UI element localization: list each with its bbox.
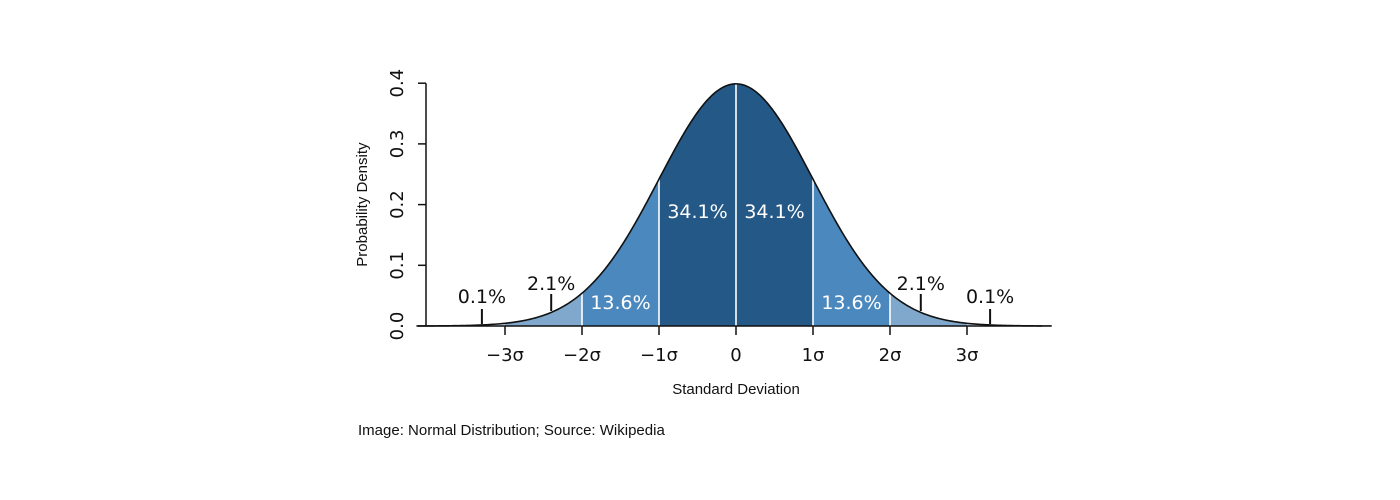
- density-curve: [416, 83, 1052, 327]
- sigma-dividers: [581, 83, 891, 326]
- x-tick-label-0: −3σ: [486, 345, 524, 366]
- y-tick-label-3: 0.3: [387, 130, 408, 159]
- x-axis-ticks: −3σ −2σ −1σ 0 1σ 2σ 3σ: [486, 326, 978, 366]
- y-axis-ticks: 0.0 0.1 0.2 0.3 0.4: [387, 69, 426, 340]
- region-label-6: 2.1%: [897, 273, 945, 295]
- y-tick-label-4: 0.4: [387, 69, 408, 98]
- region-1: [505, 293, 582, 326]
- percentage-labels: 0.1% 2.1% 13.6% 34.1% 34.1% 13.6% 2.1% 0.1%: [458, 201, 1014, 324]
- region-label-1: 2.1%: [527, 273, 575, 295]
- x-tick-label-2: −1σ: [640, 345, 678, 366]
- region-label-2: 13.6%: [590, 292, 650, 314]
- region-label-5: 13.6%: [821, 292, 881, 314]
- region-label-3: 34.1%: [667, 201, 727, 223]
- region-label-0: 0.1%: [458, 286, 506, 308]
- x-tick-label-3: 0: [730, 345, 741, 366]
- region-6: [890, 293, 967, 326]
- region-label-4: 34.1%: [744, 201, 804, 223]
- x-tick-label-5: 2σ: [879, 345, 902, 366]
- x-tick-label-4: 1σ: [802, 345, 825, 366]
- image-caption: Image: Normal Distribution; Source: Wiki…: [358, 422, 665, 439]
- x-tick-label-6: 3σ: [956, 345, 979, 366]
- x-tick-label-1: −2σ: [563, 345, 601, 366]
- y-axis-title: Probability Density: [354, 142, 371, 267]
- y-tick-label-0: 0.0: [387, 312, 408, 341]
- x-axis-title: Standard Deviation: [672, 381, 800, 398]
- y-tick-label-2: 0.2: [387, 190, 408, 219]
- region-label-7: 0.1%: [966, 286, 1014, 308]
- y-tick-label-1: 0.1: [387, 251, 408, 280]
